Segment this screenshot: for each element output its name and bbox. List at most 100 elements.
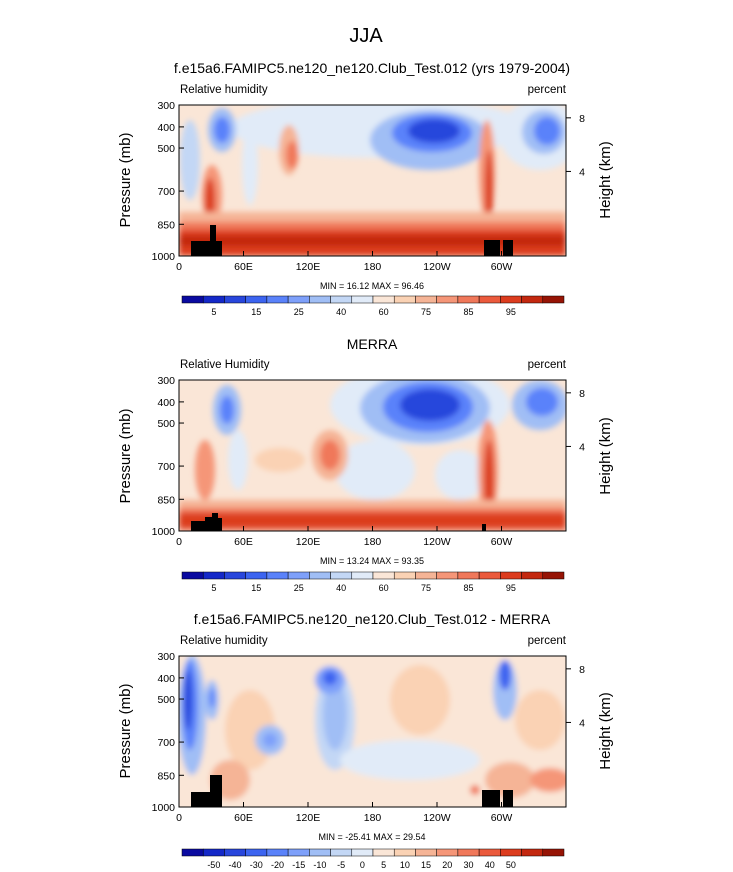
colorbar-label: 60 (379, 307, 389, 317)
colorbar-segment (500, 848, 522, 857)
contour-field (179, 380, 566, 531)
colorbar-segment (224, 848, 246, 857)
colorbar-label: 75 (421, 307, 431, 317)
colorbar-label: 30 (463, 860, 473, 870)
colorbar-label: 0 (360, 860, 365, 870)
colorbar-segment (309, 571, 331, 580)
colorbar-segment (415, 571, 437, 580)
stats-label: MIN = 13.24 MAX = 93.35 (320, 556, 424, 566)
panel-title: f.e15a6.FAMIPC5.ne120_ne120.Club_Test.01… (174, 60, 570, 76)
x-tick-label: 60W (491, 261, 513, 273)
colorbar-segment (202, 295, 225, 304)
stats-label: MIN = 16.12 MAX = 96.46 (320, 281, 424, 291)
stats-label: MIN = -25.41 MAX = 29.54 (318, 832, 425, 842)
colorbar-label: 5 (211, 583, 216, 593)
x-tick-label: 120W (423, 812, 451, 824)
colorbar-label: 60 (379, 583, 389, 593)
colorbar-segment (266, 571, 289, 580)
x-tick-label: 180 (364, 536, 382, 548)
colorbar-segment (309, 848, 331, 857)
colorbar-segment (287, 848, 310, 857)
x-tick-label: 60E (234, 536, 253, 548)
colorbar-segment (542, 848, 565, 857)
contour-field (179, 656, 566, 807)
panel-title: MERRA (347, 336, 398, 352)
colorbar-segment (330, 848, 353, 857)
colorbar-label: -40 (229, 860, 242, 870)
colorbar-segment (372, 295, 395, 304)
x-tick-label: 180 (364, 812, 382, 824)
y-tick-label: 500 (157, 143, 175, 155)
colorbar-segment (181, 571, 204, 580)
y2-tick-label: 4 (579, 717, 585, 729)
y2-tick-label: 4 (579, 441, 585, 453)
colorbar-segment (436, 571, 459, 580)
colorbar-segment (351, 571, 374, 580)
colorbar-segment (415, 295, 437, 304)
y-tick-label: 1000 (152, 526, 176, 538)
colorbar-segment (436, 848, 459, 857)
colorbar-label: 20 (442, 860, 452, 870)
y-tick-label: 500 (157, 418, 175, 430)
y-tick-label: 850 (157, 494, 175, 506)
x-tick-label: 60E (234, 812, 253, 824)
left-label: Relative humidity (180, 84, 268, 96)
y2-tick-label: 8 (579, 664, 585, 676)
y-tick-label: 500 (157, 694, 175, 706)
colorbar-label: -30 (250, 860, 263, 870)
colorbar-segment (287, 571, 310, 580)
y-axis-label: Pressure (mb) (117, 683, 134, 778)
colorbar-label: 25 (294, 307, 304, 317)
colorbar-label: 25 (294, 583, 304, 593)
x-tick-label: 120E (296, 261, 321, 273)
colorbar-label: 95 (506, 583, 516, 593)
x-tick-label: 120E (296, 536, 321, 548)
y-tick-label: 300 (157, 375, 175, 387)
colorbar-segment (224, 295, 246, 304)
x-tick-label: 60E (234, 261, 253, 273)
y-axis-label: Pressure (mb) (117, 408, 134, 503)
colorbar-segment (521, 848, 544, 857)
y-tick-label: 1000 (152, 802, 176, 814)
colorbar-segment (309, 295, 331, 304)
colorbar-segment (351, 848, 374, 857)
colorbar-segment (181, 848, 204, 857)
x-tick-label: 180 (364, 261, 382, 273)
y-tick-label: 300 (157, 100, 175, 112)
y-tick-label: 700 (157, 186, 175, 198)
x-tick-label: 120E (296, 812, 321, 824)
colorbar-label: -10 (313, 860, 326, 870)
colorbar-label: 15 (251, 307, 261, 317)
colorbar-label: -20 (271, 860, 284, 870)
colorbar-segment (478, 295, 501, 304)
y2-tick-label: 4 (579, 166, 585, 178)
colorbar-label: -15 (292, 860, 305, 870)
panel-model: f.e15a6.FAMIPC5.ne120_ne120.Club_Test.01… (117, 60, 614, 317)
y2-axis-label: Height (km) (597, 417, 614, 495)
left-label: Relative humidity (180, 635, 268, 647)
colorbar-segment (372, 571, 395, 580)
colorbar-segment (542, 295, 565, 304)
colorbar-label: 15 (421, 860, 431, 870)
x-tick-label: 0 (176, 536, 182, 548)
colorbar-segment (478, 571, 501, 580)
y-tick-label: 1000 (152, 251, 176, 263)
colorbar: 5 15 25 40 60 75 85 95 (181, 571, 565, 593)
colorbar-segment (202, 848, 225, 857)
colorbar-segment (245, 571, 268, 580)
y2-tick-label: 8 (579, 113, 585, 125)
colorbar-segment (457, 295, 480, 304)
colorbar: 5 15 25 40 60 75 85 95 (181, 295, 565, 317)
colorbar-segment (393, 848, 416, 857)
colorbar-label: 85 (463, 307, 473, 317)
y-tick-label: 400 (157, 673, 175, 685)
colorbar-segment (457, 571, 480, 580)
colorbar-segment (245, 848, 268, 857)
left-label: Relative Humidity (180, 359, 270, 371)
colorbar-segment (393, 295, 416, 304)
x-tick-label: 60W (491, 812, 513, 824)
colorbar-segment (542, 571, 565, 580)
y2-axis-label: Height (km) (597, 141, 614, 219)
colorbar-label: 85 (463, 583, 473, 593)
